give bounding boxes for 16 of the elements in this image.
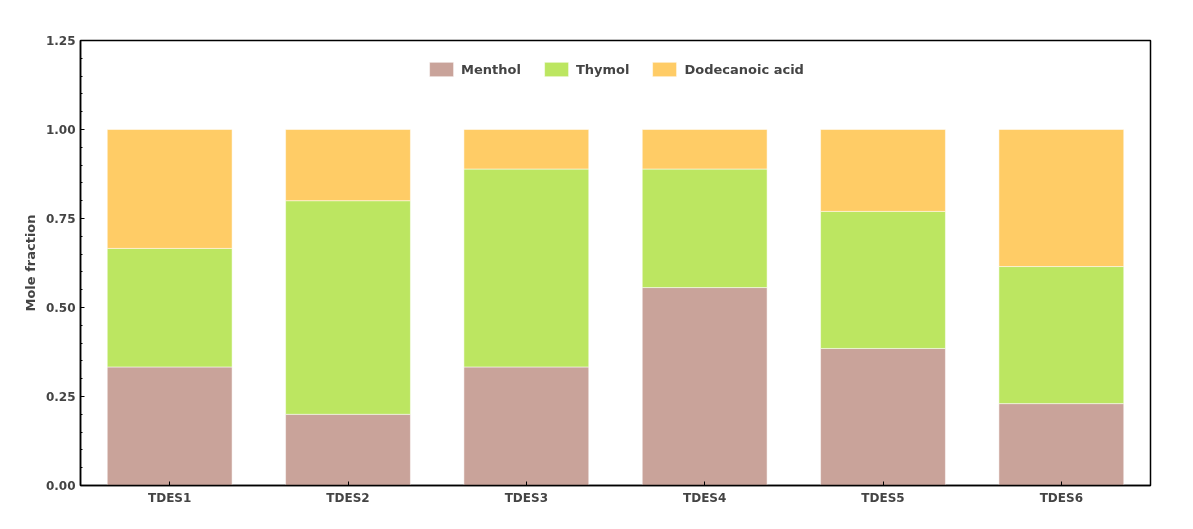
x-tick-label: TDES1 xyxy=(148,490,192,505)
legend-label: Dodecanoic acid xyxy=(684,61,804,77)
legend-label: Thymol xyxy=(575,61,630,77)
y-tick-label: 0.25 xyxy=(45,390,76,404)
x-tick-label: TDES2 xyxy=(326,490,370,505)
y-axis-title: Mole fraction xyxy=(22,214,38,312)
x-tick-label: TDES4 xyxy=(683,490,727,505)
x-tick-label: TDES5 xyxy=(861,490,905,505)
y-tick-label: 1.00 xyxy=(45,123,76,137)
legend-label: Menthol xyxy=(461,61,521,77)
y-tick-label: 1.25 xyxy=(45,34,76,48)
y-tick-label: 0.75 xyxy=(45,212,76,226)
x-tick-label: TDES6 xyxy=(1039,490,1084,505)
y-tick-label: 0.00 xyxy=(45,479,76,493)
x-tick-label: TDES3 xyxy=(504,490,549,505)
y-tick-label: 0.50 xyxy=(45,301,76,315)
